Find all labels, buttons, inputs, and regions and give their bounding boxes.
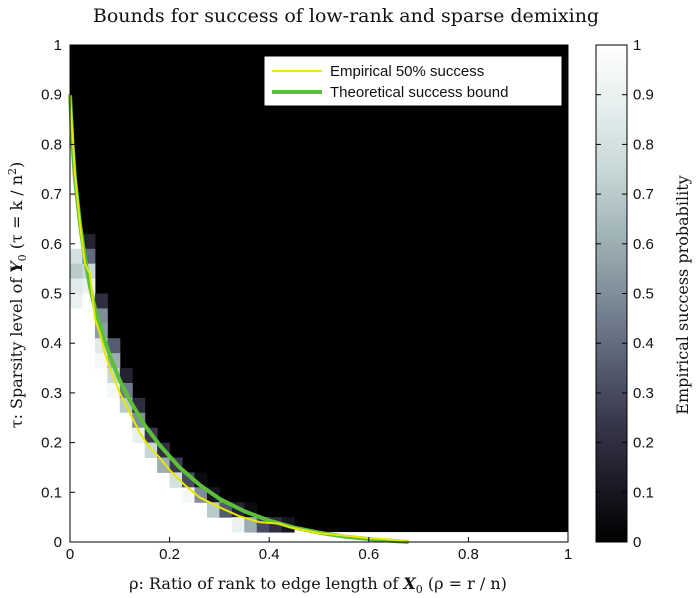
heatmap-cell (119, 412, 133, 429)
heatmap-cell (70, 442, 83, 459)
x-axis-label-suffix: (ρ = r / n) (423, 574, 507, 593)
y-tick-label: 0.2 (41, 435, 62, 452)
heatmap-cell (70, 397, 83, 414)
y-tick-label: 0.8 (41, 136, 62, 153)
x-axis-label-subscript: 0 (416, 583, 423, 596)
heatmap-cell (70, 517, 83, 533)
heatmap-cell (70, 368, 83, 384)
failure-region (70, 45, 568, 542)
y-tick-label: 0.1 (41, 484, 62, 501)
heatmap-cell (70, 412, 83, 429)
y-axis-label-subscript: 0 (16, 254, 29, 261)
x-tick-label: 0.4 (259, 546, 280, 563)
colorbar-tick-label: 0.1 (633, 484, 654, 501)
heatmap-cell (182, 487, 195, 503)
success-strip (289, 532, 566, 542)
heatmap-cell (94, 293, 108, 309)
x-tick-label: 1 (564, 546, 572, 563)
legend-label: Theoretical success bound (330, 84, 508, 101)
heatmap-cell (70, 502, 83, 518)
heatmap-cell (169, 472, 183, 488)
colorbar-tick-label: 0.4 (633, 335, 654, 352)
heatmap-cell (70, 427, 83, 444)
heatmap-cell (70, 293, 83, 309)
legend-box (263, 55, 563, 107)
y-tick-label: 0.7 (41, 186, 62, 203)
colorbar-tick-label: 1 (633, 37, 641, 54)
y-axis-label-suffix: (τ = k / n (7, 175, 26, 254)
legend-label: Empirical 50% success (330, 63, 484, 80)
heatmap-cell (70, 457, 83, 473)
colorbar-tick-label: 0.5 (633, 286, 654, 303)
colorbar-tick-label: 0.8 (633, 136, 654, 153)
heatmap-cell (119, 368, 133, 384)
y-tick-label: 0.4 (41, 335, 62, 352)
heatmap-cell (70, 338, 83, 354)
colorbar: 0 0.1 0.2 0.3 0.4 0.5 0.6 0.7 0.8 0.9 1 (595, 37, 654, 551)
heatmap-cell (70, 278, 83, 294)
x-axis-label-symbol: X (402, 574, 416, 593)
y-tick-label: 0.3 (41, 385, 62, 402)
heatmap-cell (70, 263, 83, 280)
y-axis: 0 0.1 0.2 0.3 0.4 0.5 0.6 0.7 0.8 0.9 1 (41, 37, 568, 551)
y-axis-label-end: ) (7, 162, 26, 168)
colorbar-tick-label: 0 (633, 534, 641, 551)
y-axis-label-superscript: 2 (6, 168, 19, 175)
heatmap-cell (70, 308, 83, 324)
x-tick-label: 0.2 (159, 546, 180, 563)
heatmap-cell (94, 353, 108, 369)
x-axis-label-prefix: ρ: Ratio of rank to edge length of (129, 574, 403, 593)
heatmap-cell (70, 248, 83, 265)
chart-title: Bounds for success of low-rank and spars… (93, 5, 599, 27)
heatmap-cell (157, 457, 171, 473)
heatmap-cell (70, 487, 83, 503)
y-axis-label-prefix: τ: Sparsity level of (7, 273, 26, 429)
x-axis: 0 0.2 0.4 0.6 0.8 1 (66, 45, 572, 563)
x-tick-label: 0.8 (458, 546, 479, 563)
colorbar-tick-label: 0.6 (633, 236, 654, 253)
colorbar-tick-label: 0.7 (633, 186, 654, 203)
heatmap-cell (82, 233, 96, 250)
legend: Empirical 50% success Theoretical success… (263, 55, 563, 107)
x-tick-label: 0.6 (358, 546, 379, 563)
x-tick-label: 0 (66, 546, 74, 563)
y-tick-label: 0.5 (41, 286, 62, 303)
colorbar-tick-label: 0.2 (633, 435, 654, 452)
heatmap-cell (107, 338, 121, 354)
y-tick-label: 0.6 (41, 236, 62, 253)
heatmap-cell (132, 427, 146, 444)
plot-area (68, 44, 569, 544)
heatmap-cell (70, 382, 83, 399)
y-axis-label-symbol: Y (7, 260, 26, 273)
y-tick-label: 1 (54, 37, 62, 54)
heatmap-cell (70, 353, 83, 369)
colorbar-tick-label: 0.9 (633, 87, 654, 104)
heatmap-cell (231, 517, 245, 533)
y-tick-label: 0 (54, 534, 62, 551)
series-line-empirical (69, 94, 409, 542)
y-tick-label: 0.9 (41, 87, 62, 104)
heatmap-cell (70, 472, 83, 488)
heatmap-cell (70, 323, 83, 339)
colorbar-label: Empirical success probability (673, 175, 692, 414)
x-axis-label: ρ: Ratio of rank to edge length of X0 (ρ… (129, 574, 507, 596)
colorbar-tick-label: 0.3 (633, 385, 654, 402)
y-axis-label: τ: Sparsity level of Y0 (τ = k / n2) (6, 162, 29, 429)
